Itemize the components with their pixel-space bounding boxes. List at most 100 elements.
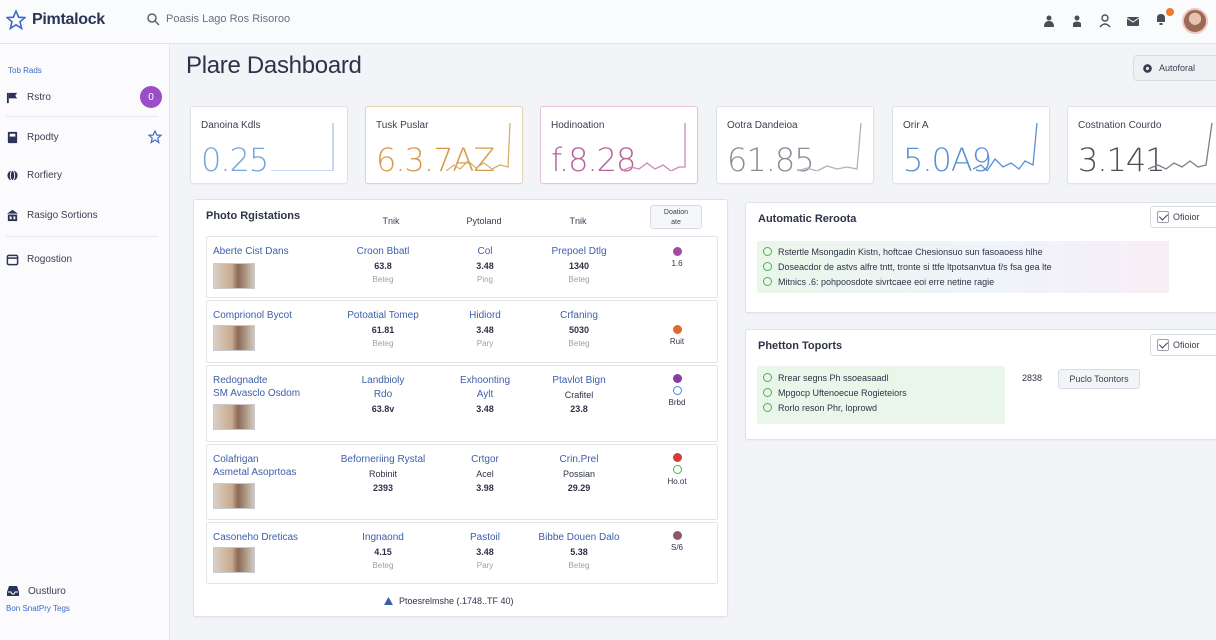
kpi-card[interactable]: Danoina Kdls 0.25 (190, 106, 348, 184)
autoforal-button[interactable]: Autoforal (1133, 55, 1216, 81)
kpi-card[interactable]: Tusk Puslar 6.3.7AZ (365, 106, 523, 184)
list-item[interactable]: Mpgocp Uftenoecue Rogieteiors (763, 385, 999, 400)
status-code: Brbd (668, 398, 686, 407)
status-ring (672, 465, 682, 474)
kpi-label: Ootra Dandeioa (727, 120, 798, 131)
row-thumbnail (213, 325, 255, 351)
row-name[interactable]: Comprionol Bycot (213, 310, 292, 321)
sidebar-item-rstro[interactable]: Rstro 0 (6, 82, 162, 112)
inbox-icon (7, 586, 19, 596)
table-row[interactable]: Casoneho Dreticas Ingnaond 4.15 Beteg Past… (206, 522, 718, 584)
search-bar (146, 12, 386, 26)
sidebar-item-rasigo-sortions[interactable]: Rasigo Sortions (6, 200, 162, 230)
row-cell: Crin.Prel Possian 29.29 (559, 454, 599, 493)
status-ring (672, 386, 682, 395)
kpi-card[interactable]: Hodinoation f.8.28 (540, 106, 698, 184)
notification-dot (1166, 7, 1174, 16)
row-thumbnail (213, 263, 255, 289)
user-avatar[interactable] (1182, 8, 1208, 34)
status-column-header[interactable]: Doation ate (650, 205, 702, 229)
row-cell: Landbioly Rdo 63.8v (361, 375, 405, 414)
row-name[interactable]: Colafrigan Asmetal Asoprtoas (213, 454, 297, 478)
list-item[interactable]: Rstertle Msongadin Kistn, hoftcae Chesio… (763, 244, 1163, 259)
list-item[interactable]: Mitnics .6: pohpoosdote sivrtcaee eoi er… (763, 274, 1163, 289)
row-cell: Croon Bbatl 63.8 Beteg (356, 246, 410, 284)
row-status: Ruit (667, 325, 687, 346)
row-cell: Hidiord 3.48 Pary (469, 310, 501, 348)
brand-name: Pimtalock (32, 11, 105, 28)
sidebar-divider (6, 116, 158, 117)
automatic-toggle[interactable]: Ofioior (1150, 206, 1216, 228)
reports-toggle-label: Ofioior (1173, 340, 1200, 350)
sidebar-item-rpodty[interactable]: Rpodty (6, 122, 162, 152)
registrations-footer-text: Ptoesrelmshe (.1748..TF 40) (399, 596, 514, 606)
flag-icon (6, 92, 18, 103)
status-dot (672, 453, 682, 462)
row-cell: Prepoel Dtlg 1340 Beteg (551, 246, 607, 284)
row-name[interactable]: Casoneho Dreticas (213, 532, 299, 543)
sidebar-bottom-link[interactable]: Bon SnatPry Tegs (6, 604, 70, 613)
kpi-value: 6.3.7AZ (376, 141, 495, 179)
row-cell: Potoatial Tomep 61.81 Beteg (347, 310, 419, 348)
checkbox-icon (1157, 339, 1169, 351)
account-icon[interactable] (1098, 14, 1112, 28)
kpi-value: 3.141 (1078, 141, 1166, 179)
row-cell: Crtgor Acel 3.98 (471, 454, 499, 493)
table-row[interactable]: Aberte Cist Dans Croon Bbatl 63.8 Beteg Co… (206, 236, 718, 298)
sidebar-bottom-item[interactable]: Oustluro (6, 584, 70, 598)
kpi-card[interactable]: Costnation Courdo 3.141 (1067, 106, 1216, 184)
kpi-sparkline (621, 123, 686, 171)
reports-count: 2838 (1022, 373, 1043, 383)
autoforal-label: Autoforal (1159, 63, 1196, 73)
row-cell: Bibbe Douen Dalo 5.38 Beteg (538, 532, 620, 570)
kpi-value: f.8.28 (551, 141, 636, 179)
reports-list: Rrear segns Ph ssoeasaadl Mpgocp Uftenoe… (757, 366, 1005, 424)
star-logo-icon (6, 10, 26, 30)
mail-icon[interactable] (1126, 14, 1140, 28)
status-dot (672, 374, 682, 383)
check-circle-icon (763, 388, 772, 397)
person-icon[interactable] (1070, 14, 1084, 28)
star-icon[interactable] (148, 130, 162, 144)
brand[interactable]: Pimtalock (6, 10, 105, 30)
reports-action-button[interactable]: Puclo Toontors (1058, 369, 1140, 389)
registrations-footer[interactable]: Ptoesrelmshe (.1748..TF 40) (384, 596, 514, 606)
sidebar-item-rorfiery[interactable]: Rorfiery (6, 160, 162, 190)
sidebar-item-rogostion[interactable]: Rogostion (6, 244, 162, 274)
kpi-label: Hodinoation (551, 120, 605, 131)
automatic-toggle-label: Ofioior (1173, 212, 1200, 222)
users-icon[interactable] (1042, 14, 1056, 28)
notifications[interactable] (1154, 7, 1174, 31)
column-header[interactable]: Tnik (382, 216, 400, 226)
row-name[interactable]: Aberte Cist Dans (213, 246, 289, 257)
column-header[interactable]: Tnik (569, 216, 587, 226)
check-circle-icon (763, 373, 772, 382)
kpi-sparkline (446, 122, 511, 171)
settings-icon (1143, 63, 1152, 73)
bell-icon (1157, 13, 1165, 25)
top-bar: Pimtalock (0, 0, 1216, 44)
row-cell: Ingnaond 4.15 Beteg (362, 532, 404, 570)
automatic-title: Automatic Reroota (758, 213, 857, 225)
kpi-card[interactable]: Orir A 5.0A9 (892, 106, 1050, 184)
kpi-label: Tusk Puslar (376, 120, 429, 131)
row-status: 1.6 (667, 247, 687, 268)
reports-toggle[interactable]: Ofioior (1150, 334, 1216, 356)
search-input[interactable] (166, 13, 386, 25)
table-row[interactable]: Redognadte SM Avasclo Osdom Landbioly Rdo… (206, 365, 718, 442)
kpi-sparkline (973, 122, 1038, 171)
status-dot (672, 247, 682, 256)
row-name[interactable]: Redognadte SM Avasclo Osdom (213, 375, 301, 399)
row-cell: Beforneriing Rystal Robinit 2393 (340, 454, 426, 493)
column-header[interactable]: Pytoland (466, 216, 502, 226)
kpi-sparkline (797, 122, 862, 171)
list-item[interactable]: Doseacdor de astvs alfre tntt, tronte si… (763, 259, 1163, 274)
sidebar-bottom-label: Oustluro (28, 585, 66, 597)
calendar-icon (6, 254, 19, 265)
table-row[interactable]: Colafrigan Asmetal Asoprtoas Beforneriin… (206, 444, 718, 520)
list-item[interactable]: Rrear segns Ph ssoeasaadl (763, 370, 999, 385)
table-row[interactable]: Comprionol Bycot Potoatial Tomep 61.81 Bet… (206, 300, 718, 363)
status-code: S/6 (670, 543, 683, 552)
kpi-card[interactable]: Ootra Dandeioa 61.85 (716, 106, 874, 184)
list-item[interactable]: Rorlo reson Phr, loprowd (763, 400, 999, 415)
